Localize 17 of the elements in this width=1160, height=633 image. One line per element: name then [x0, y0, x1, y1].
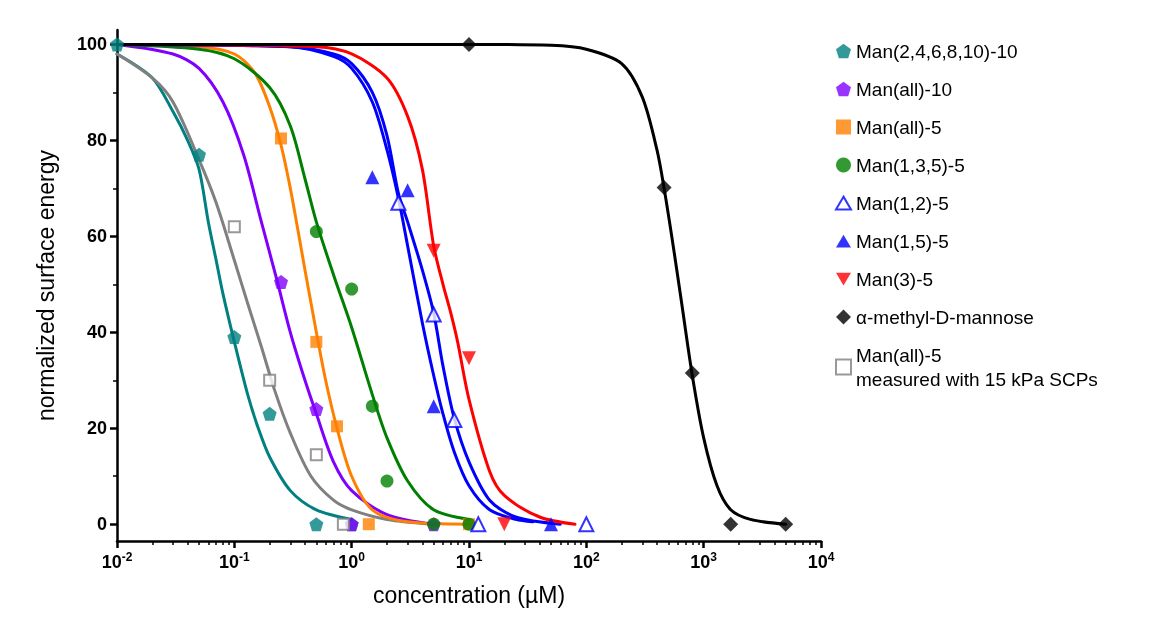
legend-label: Man(1,2)-5 [856, 192, 949, 214]
legend-label: Man(all)-5 measured with 15 kPa SCPs [856, 344, 1098, 390]
y-tick-label: 40 [86, 322, 107, 343]
legend-label: Man(1,5)-5 [856, 230, 949, 252]
y-tick-label: 0 [96, 514, 107, 535]
y-axis-title: normalized surface energy [32, 149, 59, 422]
legend-label: Man(all)-10 [856, 78, 953, 100]
y-tick-label: 80 [86, 130, 107, 151]
y-tick-label: 20 [86, 418, 107, 439]
legend-label: Man(1,3,5)-5 [856, 154, 965, 176]
x-axis-title: concentration (µM) [372, 581, 566, 608]
legend-label: α-methyl-D-mannose [856, 306, 1034, 328]
y-tick-label: 60 [86, 226, 107, 247]
y-tick-label: 100 [76, 34, 107, 55]
legend-label: Man(all)-5 [856, 116, 942, 138]
legend-label: Man(3)-5 [856, 268, 934, 290]
legend-label: Man(2,4,6,8,10)-10 [856, 40, 1018, 62]
